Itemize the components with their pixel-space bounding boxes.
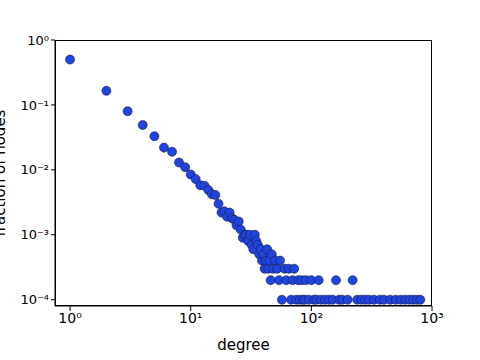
svg-text:10⁻³: 10⁻³ <box>20 227 49 242</box>
svg-text:10⁻¹: 10⁻¹ <box>20 98 49 113</box>
svg-text:10⁻²: 10⁻² <box>20 162 49 177</box>
svg-text:10⁰: 10⁰ <box>27 33 49 48</box>
svg-text:10³: 10³ <box>420 310 443 326</box>
svg-text:degree: degree <box>217 336 270 354</box>
svg-text:fraction of nodes: fraction of nodes <box>8 109 9 236</box>
svg-text:10¹: 10¹ <box>179 310 202 326</box>
svg-text:10⁻⁴: 10⁻⁴ <box>20 292 49 307</box>
svg-text:10²: 10² <box>300 310 323 326</box>
svg-text:10⁰: 10⁰ <box>58 310 82 326</box>
